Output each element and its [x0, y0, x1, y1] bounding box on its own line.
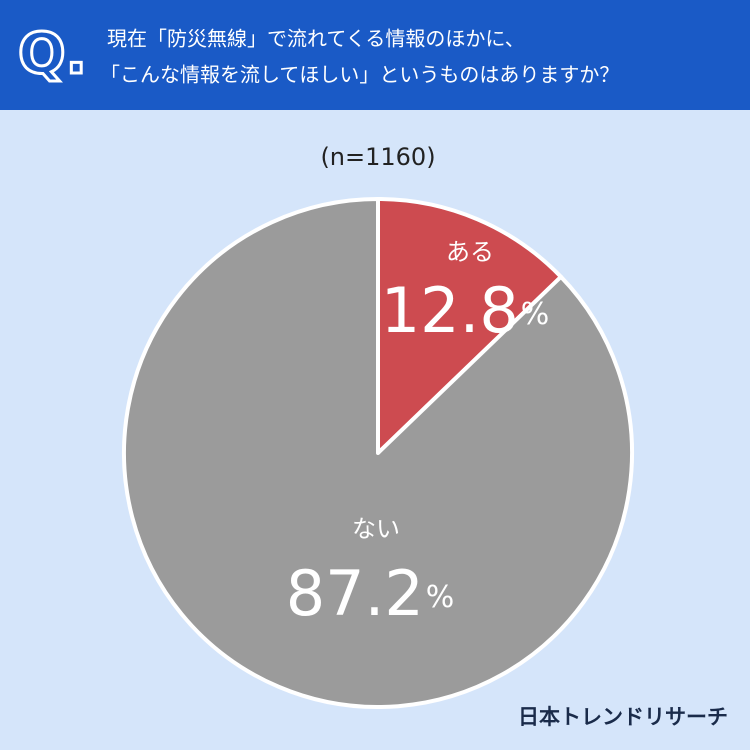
value-number: 12.8 [381, 274, 519, 347]
subtitle: (n=1160) [320, 143, 435, 171]
title-line: 現在「防災無線」で流れてくる情報のほかに、 [107, 27, 525, 51]
pie-slice [376, 197, 563, 455]
title-line: 「こんな情報を流してほしい」というものはありますか？ [100, 63, 619, 87]
category-label: ある [446, 238, 494, 266]
category-label: ない [352, 515, 400, 543]
value-unit: % [521, 297, 550, 332]
value-label: 12.8% [381, 274, 550, 347]
header [0, 0, 750, 110]
source: 日本トレンドリサーチ [518, 705, 728, 729]
value-number: 87.2 [286, 557, 424, 630]
value-label: 87.2% [286, 557, 455, 630]
pie-slice [122, 197, 634, 709]
value-unit: % [426, 580, 455, 615]
pie [122, 197, 634, 709]
q-label: Q. [18, 22, 87, 87]
